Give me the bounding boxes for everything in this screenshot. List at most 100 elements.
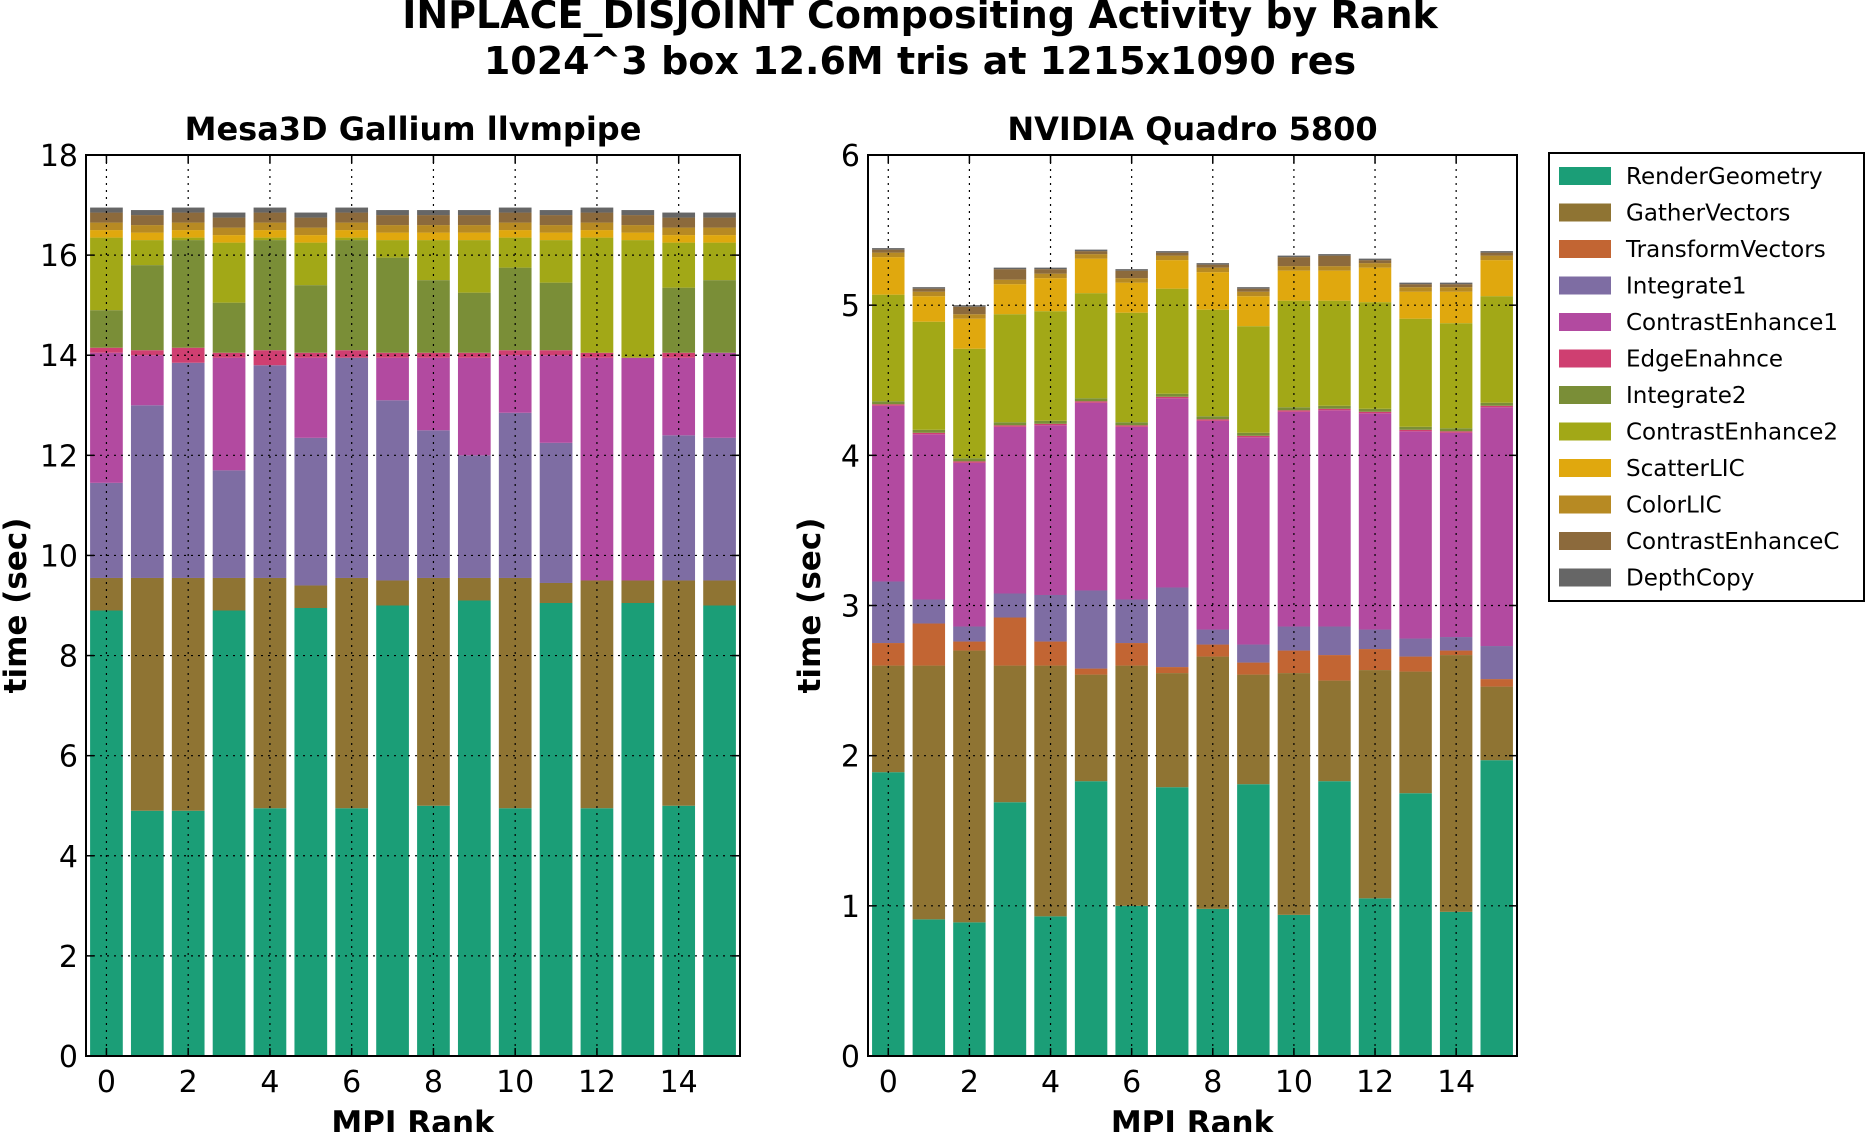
left-bar-edgeenahnce-rank-7 (376, 352, 409, 358)
right-ytick-label-2: 2 (841, 740, 860, 775)
left-bar-scatterlic-rank-13 (621, 232, 655, 241)
left-bar-contrastenhancec-rank-1 (130, 215, 164, 226)
legend-label-contrastenhance2: ContrastEnhance2 (1626, 420, 1838, 446)
right-bar-depthcopy-rank-9 (1237, 287, 1270, 289)
left-bar-contrastenhancec-rank-9 (457, 215, 491, 226)
left-bar-integrate1-rank-10 (498, 412, 532, 578)
right-bar-contrastenhance1-rank-3 (993, 426, 1027, 594)
legend-label-depthcopy: DepthCopy (1626, 566, 1754, 592)
left-bar-contrastenhance1-rank-7 (376, 357, 409, 401)
left-ytick-label-8: 8 (59, 640, 78, 675)
legend: RenderGeometry GatherVectors TransformVect… (1548, 152, 1865, 602)
right-bar-colorlic-rank-7 (1155, 255, 1189, 261)
right-bar-edgeenahnce-rank-4 (1034, 423, 1067, 426)
left-bar-rendergeometry-rank-8 (417, 805, 450, 1056)
right-bar-rendergeometry-rank-5 (1074, 781, 1108, 1056)
right-bar-integrate1-rank-7 (1155, 587, 1189, 668)
left-bar-gathervectors-rank-6 (335, 577, 369, 809)
left-bar-depthcopy-rank-2 (171, 207, 205, 213)
right-bar-gathervectors-rank-12 (1358, 670, 1392, 899)
right-bar-contrastenhance2-rank-7 (1155, 288, 1189, 394)
right-bar-gathervectors-rank-15 (1480, 686, 1513, 761)
right-bar-scatterlic-rank-7 (1155, 260, 1189, 289)
right-bar-edgeenahnce-rank-10 (1277, 410, 1311, 412)
legend-swatch-integrate1 (1559, 276, 1611, 295)
right-bar-depthcopy-rank-5 (1074, 249, 1108, 252)
right-bar-depthcopy-rank-0 (872, 248, 905, 250)
legend-label-contrastenhancec: ContrastEnhanceC (1626, 529, 1840, 555)
left-bar-contrastenhancec-rank-13 (621, 215, 655, 226)
left-xtick-label-12: 12 (578, 1065, 616, 1100)
left-bar-integrate2-rank-1 (130, 265, 164, 351)
right-xtick-label-8: 8 (1203, 1065, 1222, 1100)
left-bar-edgeenahnce-rank-3 (212, 352, 246, 358)
right-bar-scatterlic-rank-5 (1074, 258, 1108, 294)
legend-label-rendergeometry: RenderGeometry (1626, 164, 1823, 190)
right-bar-colorlic-rank-6 (1115, 278, 1148, 283)
left-bar-integrate2-rank-5 (294, 285, 328, 353)
right-bar-transformvectors-rank-15 (1480, 679, 1513, 687)
right-bar-edgeenahnce-rank-8 (1196, 419, 1230, 421)
left-bar-rendergeometry-rank-3 (212, 610, 246, 1056)
right-bar-edgeenahnce-rank-9 (1237, 435, 1270, 438)
left-bar-depthcopy-rank-4 (253, 207, 287, 213)
left-bar-contrastenhance1-rank-14 (662, 357, 696, 436)
left-x-axis-label: MPI Rank (331, 1105, 496, 1132)
right-bar-rendergeometry-rank-4 (1034, 916, 1067, 1056)
right-bar-contrastenhance2-rank-12 (1358, 302, 1392, 409)
left-xtick-label-14: 14 (660, 1065, 698, 1100)
left-bar-contrastenhancec-rank-5 (294, 217, 328, 228)
right-bar-integrate1-rank-5 (1074, 590, 1108, 669)
left-bar-contrastenhance2-rank-3 (212, 242, 246, 303)
left-bar-integrate2-rank-11 (539, 282, 573, 351)
right-bar-colorlic-rank-13 (1399, 287, 1432, 292)
right-bar-contrastenhance2-rank-1 (912, 321, 946, 430)
right-bar-contrastenhance2-rank-13 (1399, 318, 1432, 427)
left-bar-gathervectors-rank-8 (417, 577, 450, 806)
left-ytick-label-2: 2 (59, 940, 78, 975)
right-bar-integrate1-rank-11 (1318, 626, 1351, 656)
right-bar-integrate2-rank-6 (1115, 422, 1148, 426)
right-bar-integrate1-rank-2 (953, 626, 986, 642)
right-bar-scatterlic-rank-4 (1034, 278, 1067, 312)
right-bar-rendergeometry-rank-7 (1155, 787, 1189, 1056)
right-bar-contrastenhancec-rank-7 (1155, 252, 1189, 256)
right-bar-integrate1-rank-13 (1399, 638, 1432, 657)
right-bar-contrastenhancec-rank-5 (1074, 251, 1108, 255)
left-bar-colorlic-rank-9 (457, 225, 491, 233)
left-ytick-label-18: 18 (40, 139, 78, 174)
left-xtick-label-8: 8 (424, 1065, 443, 1100)
right-bar-colorlic-rank-9 (1237, 291, 1270, 297)
right-bar-contrastenhance1-rank-7 (1155, 398, 1189, 588)
left-bar-depthcopy-rank-15 (703, 212, 736, 218)
right-bar-integrate2-rank-8 (1196, 416, 1230, 420)
left-bar-depthcopy-rank-12 (580, 207, 614, 213)
right-bar-depthcopy-rank-14 (1439, 282, 1473, 285)
left-bar-contrastenhance2-rank-4 (253, 237, 287, 241)
right-bar-colorlic-rank-1 (912, 291, 946, 297)
left-bar-contrastenhancec-rank-3 (212, 217, 246, 228)
left-bar-integrate2-rank-7 (376, 257, 409, 353)
right-bar-gathervectors-rank-13 (1399, 671, 1432, 794)
right-bar-contrastenhance2-rank-9 (1237, 326, 1270, 433)
right-bar-edgeenahnce-rank-14 (1439, 431, 1473, 433)
right-bar-scatterlic-rank-3 (993, 284, 1027, 315)
left-ytick-label-0: 0 (59, 1040, 78, 1075)
left-bar-edgeenahnce-rank-6 (335, 350, 369, 358)
left-ytick-label-14: 14 (40, 339, 78, 374)
right-xtick-label-10: 10 (1275, 1065, 1313, 1100)
left-bar-contrastenhance2-rank-14 (662, 242, 696, 288)
left-bar-contrastenhance1-rank-11 (539, 355, 573, 443)
right-bar-rendergeometry-rank-0 (872, 772, 905, 1056)
right-bar-contrastenhance1-rank-4 (1034, 425, 1067, 595)
left-bar-contrastenhancec-rank-7 (376, 215, 409, 226)
left-bar-integrate1-rank-6 (335, 357, 369, 578)
legend-label-edgeenahnce: EdgeEnahnce (1626, 347, 1783, 373)
right-xtick-label-4: 4 (1041, 1065, 1060, 1100)
left-ytick-label-4: 4 (59, 840, 78, 875)
left-bar-scatterlic-rank-3 (212, 235, 246, 243)
left-bar-scatterlic-rank-11 (539, 232, 573, 241)
left-ytick-label-10: 10 (40, 539, 78, 574)
right-bar-scatterlic-rank-11 (1318, 270, 1351, 301)
right-bar-transformvectors-rank-10 (1277, 650, 1311, 674)
